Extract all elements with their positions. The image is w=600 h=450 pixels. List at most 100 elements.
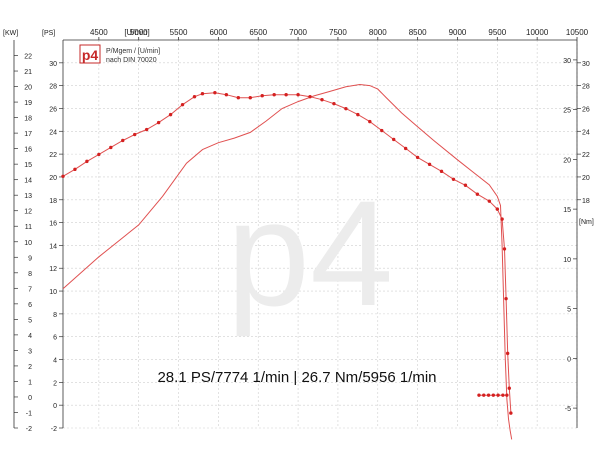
data-point-nm: [133, 132, 137, 137]
x-tick-label: 8500: [409, 28, 427, 37]
nm-tick-label: 25: [563, 108, 571, 115]
ps-right-tick-label: 20: [582, 175, 590, 182]
data-point-nm: [180, 102, 185, 107]
x-tick-label: 7000: [289, 28, 307, 37]
kw-tick-label: 1: [28, 379, 32, 386]
ps-right-tick-label: 26: [582, 106, 590, 113]
ps-tick-label: 26: [49, 106, 57, 113]
data-point-nm: [200, 92, 205, 96]
data-point-nm: [415, 155, 420, 160]
data-point-nm: [332, 101, 336, 106]
x-tick-label: 10500: [566, 28, 589, 37]
x-tick-label: 5000: [130, 28, 148, 37]
kw-tick-label: -2: [26, 426, 32, 433]
kw-tick-label: 9: [28, 255, 32, 262]
kw-tick-label: 18: [24, 116, 32, 123]
watermark: p4: [227, 169, 394, 337]
data-point-nm: [73, 167, 77, 172]
data-point-nm: [500, 217, 504, 221]
ps-tick-label: 6: [53, 335, 57, 342]
ps-tick-label: -2: [51, 426, 57, 433]
ps-tick-label: 0: [53, 403, 57, 410]
kw-tick-label: 13: [24, 193, 32, 200]
data-point-nm-offset: [486, 393, 491, 397]
data-point-nm: [224, 93, 229, 97]
data-point-nm: [320, 97, 324, 102]
kw-tick-label: 17: [24, 131, 32, 138]
data-point-nm: [192, 95, 197, 99]
data-point-nm: [475, 192, 480, 196]
data-point-nm-offset: [477, 393, 481, 397]
legend-box: p4 P/Mgem / [U/min] nach DIN 70020: [79, 44, 160, 64]
ps-tick-label: 10: [49, 289, 57, 296]
data-point-nm-offset: [496, 393, 500, 397]
data-point-nm: [505, 351, 510, 356]
ps-right-tick-label: 30: [582, 61, 590, 68]
data-point-nm: [296, 93, 300, 97]
kw-tick-label: -1: [26, 410, 32, 417]
data-point-nm: [356, 112, 360, 117]
ps-tick-label: 4: [53, 358, 57, 365]
ps-tick-label: 2: [53, 380, 57, 387]
series-line-nm: [62, 92, 512, 414]
kw-tick-label: 19: [24, 100, 32, 107]
data-point-nm: [504, 296, 508, 301]
nm-tick-label: -5: [565, 406, 571, 413]
legend-line-2: nach DIN 70020: [106, 57, 157, 64]
data-point-nm: [451, 177, 456, 181]
kw-tick-label: 15: [24, 162, 32, 169]
nm-tick-label: 30: [563, 58, 571, 65]
ps-tick-label: 28: [49, 84, 57, 91]
data-point-nm: [97, 152, 101, 157]
nm-axis-unit: [Nm]: [579, 219, 594, 226]
ps-tick-label: 24: [49, 129, 57, 136]
ps-tick-label: 22: [49, 152, 57, 159]
kw-tick-label: 2: [28, 364, 32, 371]
data-point-nm: [144, 127, 149, 132]
data-point-nm-offset: [482, 393, 486, 397]
kw-tick-label: 10: [24, 240, 32, 247]
kw-tick-label: 8: [28, 271, 32, 278]
ps-right-tick-label: 22: [582, 152, 590, 159]
data-point-nm: [236, 96, 241, 100]
x-tick-label: 7500: [329, 28, 347, 37]
summary-annotation: 28.1 PS/7774 1/min | 26.7 Nm/5956 1/min: [157, 369, 436, 386]
data-point-nm: [260, 94, 264, 98]
data-point-nm: [439, 169, 444, 174]
ps-axis-unit: [PS]: [42, 30, 55, 37]
kw-tick-label: 22: [24, 54, 32, 61]
kw-tick-label: 20: [24, 85, 32, 92]
x-tick-label: 5500: [170, 28, 188, 37]
data-point-nm: [344, 106, 348, 111]
series-line-ps: [62, 83, 513, 440]
kw-tick-label: 4: [28, 333, 32, 340]
data-point-nm-offset: [505, 393, 509, 397]
axes: 4500 5000 5500 6000 6500 7000 7500 8000 8500 9000…: [3, 28, 594, 433]
kw-tick-label: 6: [28, 302, 32, 309]
ps-tick-label: 12: [49, 266, 57, 273]
data-point-nm: [85, 159, 89, 164]
ps-tick-label: 20: [49, 175, 57, 182]
kw-axis-unit: [KW]: [3, 30, 18, 37]
ps-right-tick-label: 18: [582, 198, 590, 205]
x-axis-unit: [U/min]: [124, 28, 149, 37]
data-point-nm-offset: [491, 393, 496, 397]
nm-tick-label: 15: [563, 207, 571, 214]
data-point-nm: [284, 93, 288, 97]
ps-tick-label: 18: [49, 198, 57, 205]
data-point-nm: [380, 128, 384, 133]
data-point-nm: [392, 137, 396, 142]
data-point-nm: [507, 386, 511, 390]
legend-line-1: P/Mgem / [U/min]: [106, 48, 160, 55]
kw-tick-label: 3: [28, 348, 32, 355]
kw-tick-label: 7: [28, 286, 32, 293]
kw-tick-label: 21: [24, 69, 32, 76]
ps-tick-label: 14: [49, 243, 57, 250]
x-tick-label: 4500: [90, 28, 108, 37]
data-point-nm: [502, 247, 507, 251]
logo-frame: [79, 44, 101, 64]
data-point-nm: [403, 146, 408, 151]
series: [61, 83, 513, 440]
